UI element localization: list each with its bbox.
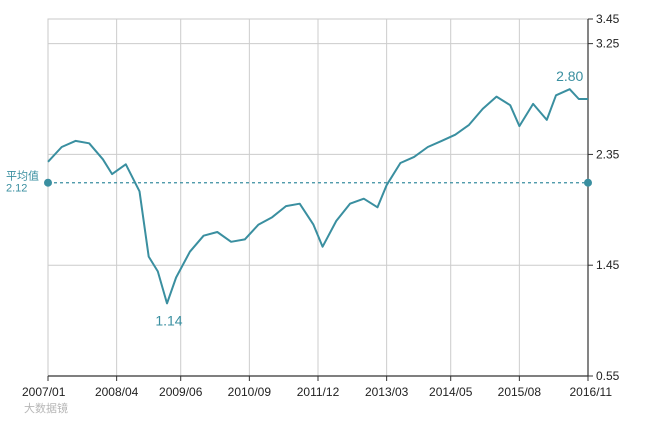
series-group [47, 88, 588, 305]
annotation-group: 1.14 2.80 [155, 68, 583, 328]
annotation-label: 2.80 [556, 68, 583, 84]
average-label: 平均值 [6, 170, 39, 183]
x-tick-label: 2013/03 [365, 385, 409, 399]
y-tick-label: 1.45 [596, 258, 620, 272]
x-tick-label: 2008/04 [95, 385, 139, 399]
x-tick-label: 2009/06 [159, 385, 203, 399]
x-tick-label: 2015/08 [498, 385, 542, 399]
average-marker-left [44, 178, 52, 187]
x-axis-ticks: 2007/01 2008/04 2009/06 2010/09 2011/12 2013/… [22, 375, 613, 399]
y-tick-label: 3.45 [596, 12, 620, 26]
x-tick-label: 2007/01 [22, 385, 66, 399]
x-tick-label: 2011/12 [297, 385, 340, 399]
average-marker-right [584, 178, 592, 187]
x-tick-label: 2016/11 [570, 385, 613, 399]
watermark-text: 大数据镜 [24, 401, 68, 415]
y-axis-ticks: 3.45 3.25 2.35 1.45 0.55 [587, 12, 620, 383]
y-tick-label: 2.35 [596, 147, 620, 161]
x-tick-label: 2014/05 [429, 385, 473, 399]
series-line [47, 88, 588, 305]
y-tick-label: 0.55 [596, 369, 620, 383]
average-value: 2.12 [6, 183, 27, 195]
x-tick-label: 2010/09 [228, 385, 272, 399]
annotation-label: 1.14 [155, 312, 182, 328]
y-tick-label: 3.25 [596, 37, 620, 51]
grid-lines [47, 18, 589, 377]
